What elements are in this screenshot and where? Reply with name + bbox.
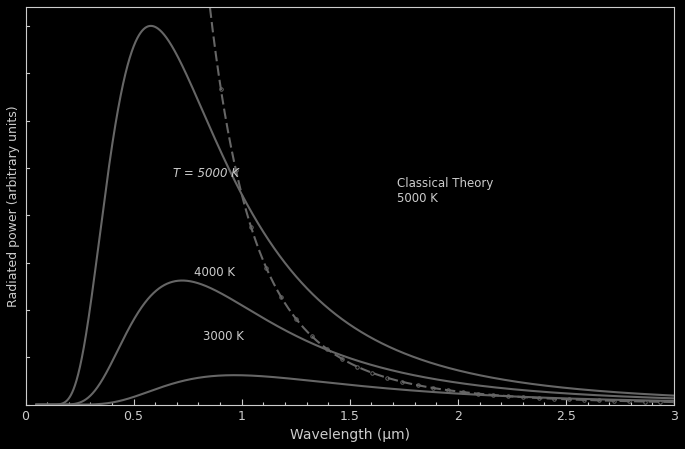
Text: T = 5000 K: T = 5000 K (173, 167, 238, 180)
Text: 4000 K: 4000 K (194, 266, 235, 279)
Text: Classical Theory
5000 K: Classical Theory 5000 K (397, 177, 494, 205)
Text: 3000 K: 3000 K (203, 330, 244, 343)
X-axis label: Wavelength (μm): Wavelength (μm) (290, 428, 410, 442)
Y-axis label: Radiated power (arbitrary units): Radiated power (arbitrary units) (7, 105, 20, 307)
